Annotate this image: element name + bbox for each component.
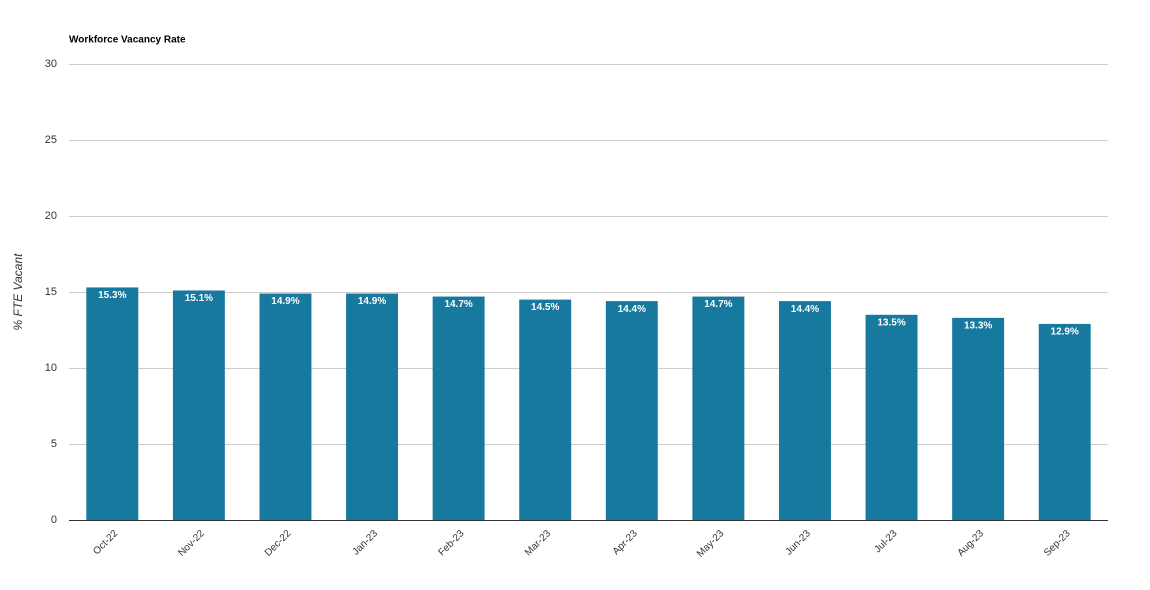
- grid: [69, 64, 1108, 521]
- bar: [259, 293, 312, 520]
- y-axis-title: % FTE Vacant: [11, 253, 25, 331]
- data-label: 13.5%: [877, 317, 905, 328]
- bar: [692, 296, 745, 520]
- bar: [605, 301, 658, 520]
- data-label: 14.7%: [444, 299, 472, 310]
- bar: [865, 314, 918, 520]
- y-tick-label: 30: [45, 58, 57, 70]
- bar: [778, 301, 831, 520]
- data-label: 13.3%: [964, 320, 992, 331]
- bar: [86, 287, 139, 520]
- y-tick-label: 5: [51, 438, 57, 450]
- bar: [172, 290, 225, 520]
- bar: [432, 296, 485, 520]
- data-label: 14.9%: [358, 296, 386, 307]
- x-tick-label: Aug-23: [956, 528, 987, 559]
- data-label: 14.7%: [704, 299, 732, 310]
- data-label: 15.3%: [98, 290, 126, 301]
- y-tick-label: 10: [45, 362, 57, 374]
- y-tick-label: 15: [45, 286, 57, 298]
- x-tick-label: Jul-23: [872, 528, 899, 555]
- y-tick-label: 0: [51, 514, 57, 526]
- x-tick-label: Mar-23: [523, 528, 553, 558]
- x-tick-label: Oct-22: [91, 528, 120, 557]
- x-tick-label: Apr-23: [611, 528, 640, 557]
- data-label: 14.4%: [618, 304, 646, 315]
- data-label: 14.4%: [791, 304, 819, 315]
- data-label: 12.9%: [1051, 327, 1079, 338]
- chart-title: Workforce Vacancy Rate: [69, 35, 186, 46]
- y-tick-label: 25: [45, 134, 57, 146]
- x-tick-label: Dec-22: [263, 528, 294, 559]
- bar: [519, 299, 572, 520]
- x-tick-label: Nov-22: [176, 528, 207, 559]
- bar: [952, 317, 1005, 520]
- x-tick-label: Feb-23: [436, 528, 466, 558]
- data-label: 15.1%: [185, 293, 213, 304]
- x-tick-label: Jun-23: [784, 528, 814, 558]
- x-tick-label: Sep-23: [1042, 528, 1073, 559]
- y-tick-label: 20: [45, 210, 57, 222]
- x-tick-label: May-23: [695, 528, 727, 560]
- data-label: 14.5%: [531, 302, 559, 313]
- data-label: 14.9%: [271, 296, 299, 307]
- bars: [86, 287, 1091, 520]
- bar: [346, 293, 399, 520]
- bar: [1038, 323, 1091, 520]
- x-tick-label: Jan-23: [351, 528, 381, 558]
